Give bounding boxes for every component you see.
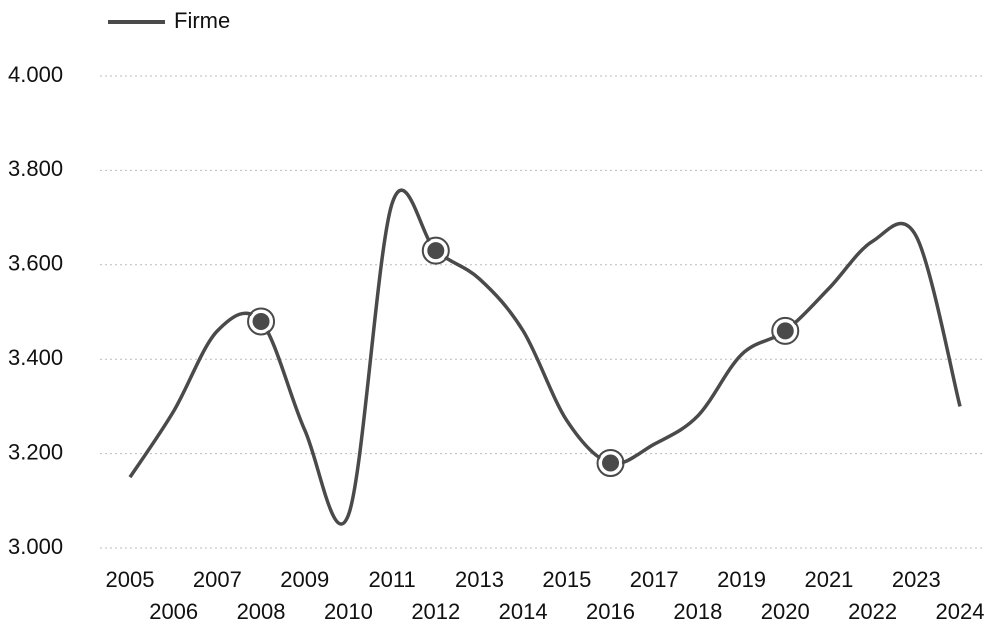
x-tick-label: 2011 (368, 567, 415, 592)
y-tick-label: 3.200 (8, 439, 63, 464)
marker (773, 319, 797, 343)
x-tick-label: 2019 (717, 567, 766, 592)
x-tick-label: 2014 (499, 599, 548, 624)
marker-ring (247, 307, 276, 336)
marker-ring (421, 236, 450, 265)
x-tick-label: 2005 (106, 567, 155, 592)
x-tick-label: 2013 (455, 567, 504, 592)
x-tick-label: 2009 (280, 567, 329, 592)
x-tick-label: 2007 (193, 567, 242, 592)
x-tick-label: 2008 (237, 599, 286, 624)
legend-label: Firme (174, 8, 230, 33)
marker (249, 309, 273, 333)
y-tick-label: 3.600 (8, 251, 63, 276)
x-tick-label: 2017 (630, 567, 679, 592)
x-tick-label: 2018 (673, 599, 722, 624)
x-tick-label: 2010 (324, 599, 373, 624)
y-tick-label: 3.800 (8, 156, 63, 181)
marker (424, 239, 448, 263)
x-tick-label: 2016 (586, 599, 635, 624)
y-tick-label: 3.000 (8, 534, 63, 559)
x-tick-label: 2023 (892, 567, 941, 592)
x-tick-label: 2024 (936, 599, 985, 624)
x-tick-label: 2020 (761, 599, 810, 624)
y-tick-label: 4.000 (8, 62, 63, 87)
x-tick-label: 2021 (804, 567, 853, 592)
line (128, 188, 962, 526)
marker-ring (596, 449, 625, 478)
x-tick-label: 2006 (149, 599, 198, 624)
x-tick-label: 2022 (848, 599, 897, 624)
x-tick-label: 2015 (542, 567, 591, 592)
x-tick-label: 2012 (411, 599, 460, 624)
marker-ring (771, 316, 800, 345)
marker (599, 451, 623, 475)
y-tick-label: 3.400 (8, 345, 63, 370)
